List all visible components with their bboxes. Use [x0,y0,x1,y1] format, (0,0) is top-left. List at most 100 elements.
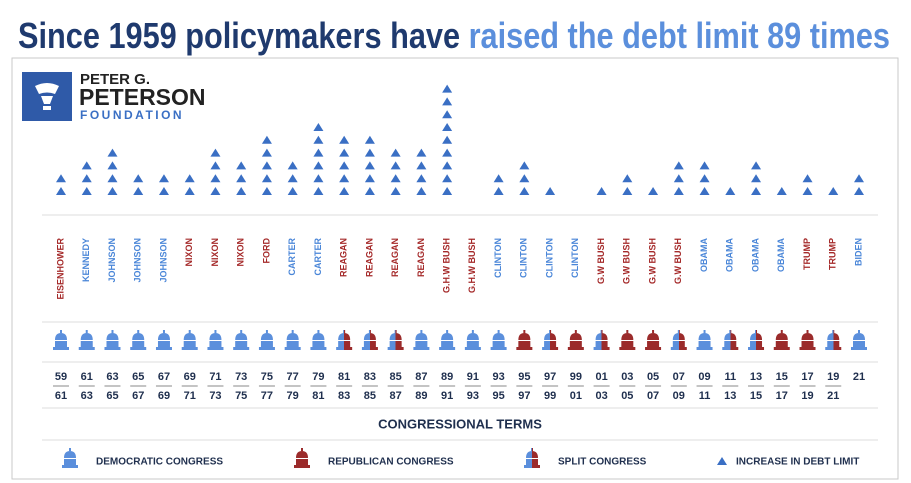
president-label: CLINTON [493,238,503,278]
increase-stack [596,187,607,195]
congress-icon [155,330,172,350]
debt-limit-increase [442,187,453,195]
term-end: 01 [570,390,582,402]
increase-stack [339,135,350,195]
term-start: 05 [647,371,659,383]
debt-limit-increase [390,161,401,170]
debt-limit-increase [673,187,684,195]
capitol-shape [294,448,310,468]
frame [11,57,899,480]
legend-icon [524,448,540,468]
capitol-shape [696,330,713,350]
capitol-shape [361,330,378,350]
term-start: 81 [338,371,350,383]
term-end: 85 [364,390,376,402]
debt-limit-increase [673,174,684,183]
debt-limit-increase [364,187,375,195]
debt-limit-increase [416,174,427,183]
congress-icon [670,330,687,350]
president-label: G.H.W BUSH [442,238,452,293]
capitol-shape [336,330,353,350]
term-start: 15 [776,371,788,383]
title: Since 1959 policymakers haveraised the d… [18,15,890,56]
term-end: 19 [801,390,813,402]
president-label: CLINTON [570,238,580,278]
increase-stack [648,187,659,195]
increase-stack [802,174,813,195]
president-label: G.W BUSH [647,238,657,284]
increase-stack [261,135,272,195]
increase-stack [493,174,504,195]
logo-line3: FOUNDATION [80,108,184,122]
increase-stack [158,174,169,195]
increase-stack [236,161,247,195]
debt-limit-increase [56,187,66,195]
increase-stack [545,187,556,195]
debt-limit-increase [81,174,92,183]
debt-limit-increase [210,148,221,157]
debt-limit-increase [107,148,118,157]
increase-stack [416,148,427,195]
debt-limit-increase [313,148,324,157]
debt-limit-increase [210,187,221,195]
president-label: CARTER [313,238,323,276]
increase-stack [673,161,684,195]
president-label: G.W BUSH [622,238,632,284]
debt-limit-increase [364,135,375,144]
congress-icon [336,330,353,350]
legend-label: DEMOCRATIC CONGRESS [96,457,223,468]
increase-stack [107,148,118,195]
debt-limit-increase [339,187,350,195]
increase-stack [751,161,762,195]
term-start: 73 [235,371,247,383]
congress-icon [799,330,816,350]
term-start: 11 [724,371,736,383]
term-end: 99 [544,390,556,402]
term-start: 19 [827,371,839,383]
increase-stack [184,174,195,195]
debt-limit-increase [751,174,762,183]
president-label: KENNEDY [81,238,91,282]
increase-stack [519,161,530,195]
debt-limit-increase [416,148,427,157]
title-main: Since 1959 policymakers have [18,15,460,56]
congress-icon [567,330,584,350]
capitol-shape [53,330,69,350]
increase-stack [622,174,633,195]
term-end: 93 [467,390,479,402]
president-label: EISENHOWER [55,238,65,300]
term-start: 99 [570,371,582,383]
term-start: 95 [518,371,530,383]
debt-limit-increase [442,123,453,131]
president-label: G.W BUSH [596,238,606,284]
term-end: 81 [312,390,324,402]
increase-stack [725,187,736,195]
debt-limit-increase [442,174,453,183]
debt-limit-increase [519,187,530,195]
term-end: 61 [55,390,67,402]
congress-icon [310,330,327,350]
term-start: 09 [698,371,710,383]
increase-stack [210,148,221,195]
president-label: TRUMP [828,238,838,270]
president-label: JOHNSON [107,238,117,283]
debt-limit-increase [210,174,221,183]
debt-limit-increase [236,174,247,183]
president-label: OBAMA [750,238,760,272]
debt-limit-increase [802,187,813,195]
debt-limit-increase [107,187,118,195]
debt-limit-increase [261,187,272,195]
term-end: 89 [415,390,427,402]
term-start: 93 [492,371,504,383]
term-start: 71 [209,371,221,383]
term-end: 83 [338,390,350,402]
capitol-shape [387,330,404,350]
debt-limit-increase [493,187,504,195]
congress-icon [593,330,610,350]
debt-limit-increase [313,161,324,170]
capitol-shape [310,330,327,350]
term-end: 63 [81,390,93,402]
debt-limit-increase [854,187,864,195]
term-start: 89 [441,371,453,383]
